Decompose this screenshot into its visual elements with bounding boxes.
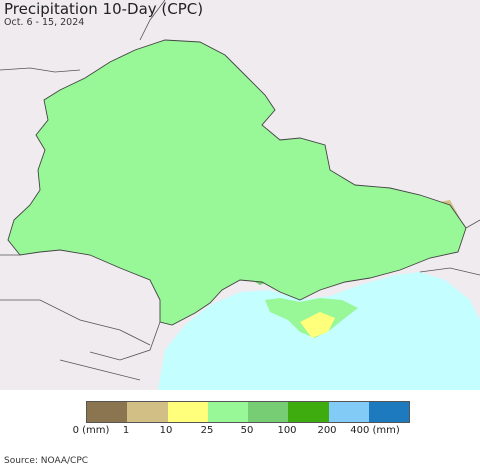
- legend-label: 10: [159, 425, 173, 436]
- legend-label: 25: [200, 425, 214, 436]
- page-title: Precipitation 10-Day (CPC): [4, 0, 204, 18]
- legend-swatch-200: [328, 402, 369, 422]
- legend-swatch-25: [207, 402, 248, 422]
- legend-label: 0 (mm): [72, 425, 110, 436]
- precipitation-map: [0, 0, 480, 390]
- legend-swatch-10: [167, 402, 208, 422]
- legend-label: 200: [317, 425, 337, 436]
- legend-colorbar: [86, 401, 410, 423]
- legend-label: 1: [122, 425, 130, 436]
- legend-label: 100: [277, 425, 297, 436]
- legend-labels: 0 (mm) 1 10 25 50 100 200 400 (mm): [0, 425, 480, 439]
- legend-label: 400 (mm): [350, 425, 400, 436]
- legend-label: 50: [240, 425, 254, 436]
- legend-swatch-50: [248, 402, 289, 422]
- legend-swatch-400: [368, 402, 409, 422]
- legend-swatch-1: [127, 402, 168, 422]
- page-subtitle: Oct. 6 - 15, 2024: [4, 17, 85, 28]
- source-credit: Source: NOAA/CPC: [4, 456, 89, 466]
- legend-swatch-0: [87, 402, 128, 422]
- legend-swatch-100: [288, 402, 329, 422]
- neighbour-borders: [0, 0, 480, 381]
